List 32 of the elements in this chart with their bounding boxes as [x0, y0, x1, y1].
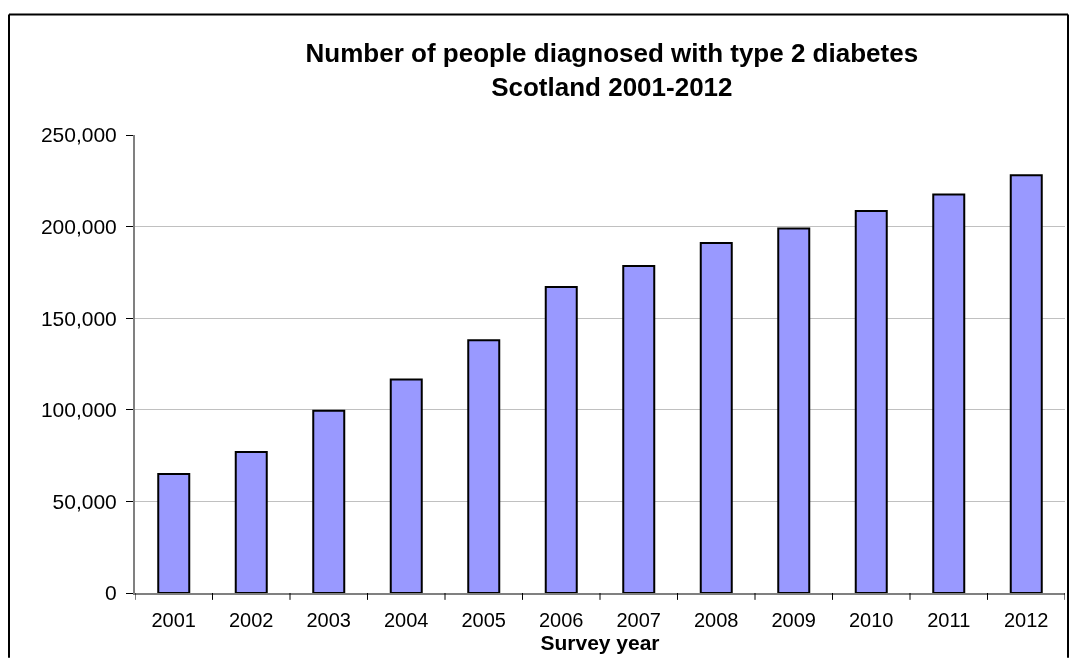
- bar: [467, 339, 501, 593]
- y-tick-label: 250,000: [40, 123, 117, 147]
- bar: [544, 286, 578, 593]
- x-tick-label: 2010: [849, 609, 894, 631]
- x-tick-label: 2001: [151, 609, 196, 631]
- y-tick-label: 100,000: [40, 398, 117, 422]
- bar: [312, 409, 346, 593]
- bar: [157, 472, 191, 593]
- x-tick-label: 2004: [384, 609, 429, 631]
- x-tick-label: 2007: [616, 609, 661, 631]
- x-tick-label: 2009: [771, 609, 816, 631]
- bar: [699, 242, 733, 593]
- x-tick-label: 2011: [927, 609, 971, 631]
- y-tick-label: 200,000: [40, 214, 117, 238]
- y-tick-label: 150,000: [40, 306, 117, 330]
- bar: [234, 450, 268, 593]
- x-tick-label: 2005: [461, 609, 506, 631]
- x-tick-label: 2002: [229, 609, 274, 631]
- x-tick-label: 2003: [306, 609, 351, 631]
- bar: [854, 210, 888, 593]
- bar: [622, 264, 656, 593]
- bar: [777, 227, 811, 593]
- bar: [389, 378, 423, 593]
- x-tick-label: 2006: [539, 609, 584, 631]
- x-tick-label: 2008: [694, 609, 739, 631]
- bar: [1009, 174, 1043, 593]
- y-tick-label: 50,000: [52, 489, 117, 513]
- chart-title: Number of people diagnosed with type 2 diabetes Scotland 2001-2012: [305, 38, 919, 102]
- y-tick-label: 0: [105, 581, 117, 605]
- bar: [932, 193, 966, 593]
- x-axis-title: Survey year: [540, 631, 660, 654]
- x-tick-label: 2012: [1004, 609, 1049, 631]
